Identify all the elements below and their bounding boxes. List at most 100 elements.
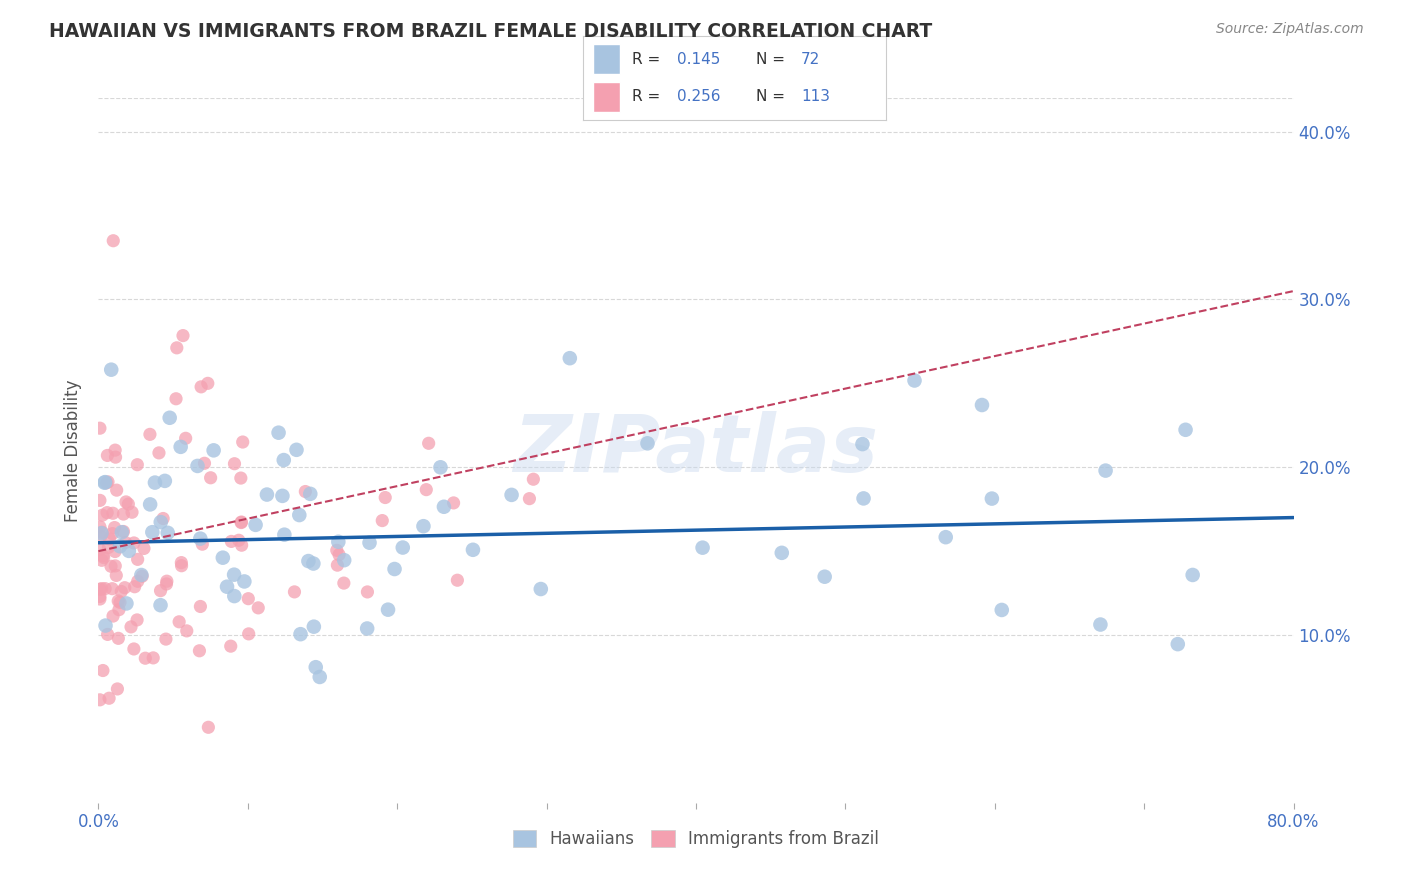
Point (124, 580, 146, 594)
Point (231, 516, 253, 530)
Point (172, 328, 194, 343)
Point (429, 460, 451, 475)
Point (359, 535, 381, 549)
Point (273, 527, 295, 541)
Point (89, 693, 111, 707)
Point (174, 431, 197, 445)
Point (107, 594, 129, 608)
Point (519, 491, 541, 506)
Point (852, 491, 875, 506)
Point (290, 627, 312, 641)
Point (89, 590, 111, 604)
Bar (592, 82, 620, 112)
Point (356, 622, 378, 636)
Point (156, 574, 179, 589)
Text: R =: R = (631, 52, 665, 67)
Text: HAWAIIAN VS IMMIGRANTS FROM BRAZIL FEMALE DISABILITY CORRELATION CHART: HAWAIIAN VS IMMIGRANTS FROM BRAZIL FEMAL… (49, 22, 932, 41)
Point (103, 520, 125, 534)
Point (384, 562, 406, 576)
Point (305, 660, 328, 674)
Point (152, 511, 174, 525)
Point (148, 446, 170, 460)
Text: N =: N = (756, 89, 790, 104)
Point (232, 435, 254, 450)
Point (108, 539, 131, 553)
Point (333, 553, 356, 567)
Point (122, 642, 145, 657)
Point (139, 497, 162, 511)
Point (188, 644, 211, 658)
Point (238, 627, 260, 641)
Point (90, 529, 112, 543)
Point (197, 720, 219, 734)
Point (215, 580, 238, 594)
Point (117, 497, 139, 511)
Point (247, 600, 270, 615)
Point (89, 493, 111, 508)
Point (1094, 464, 1116, 478)
Point (89, 421, 111, 435)
Point (288, 508, 311, 522)
Point (530, 582, 553, 596)
Point (149, 515, 172, 529)
Point (127, 574, 149, 589)
Point (114, 535, 136, 549)
Text: 0.145: 0.145 (678, 52, 720, 67)
Point (224, 457, 246, 471)
Point (224, 589, 246, 603)
Point (107, 632, 129, 646)
Text: 113: 113 (801, 89, 830, 104)
Point (97, 541, 120, 555)
Point (1174, 423, 1197, 437)
Text: 72: 72 (801, 52, 820, 67)
Point (104, 450, 127, 465)
Point (115, 597, 138, 611)
Point (170, 440, 193, 454)
Point (308, 670, 330, 684)
Point (165, 392, 187, 406)
Point (297, 554, 319, 568)
Point (692, 541, 714, 555)
Point (91, 664, 114, 678)
Point (271, 489, 294, 503)
Point (104, 443, 127, 458)
Point (190, 380, 212, 394)
Point (1181, 568, 1204, 582)
Point (127, 458, 149, 472)
Point (120, 620, 142, 634)
Point (96, 449, 118, 463)
Point (356, 585, 378, 599)
Point (139, 427, 162, 442)
Point (558, 351, 581, 366)
Point (374, 491, 396, 505)
Point (193, 456, 215, 470)
Point (170, 556, 193, 570)
Bar (592, 44, 620, 74)
Point (167, 615, 190, 629)
Point (122, 536, 145, 550)
Point (221, 534, 243, 549)
Point (114, 581, 136, 595)
Point (110, 584, 132, 599)
Point (96, 475, 118, 490)
Point (94, 618, 117, 632)
Point (89, 582, 111, 597)
Point (190, 599, 212, 614)
Point (104, 558, 127, 573)
Point (149, 598, 172, 612)
Point (814, 570, 837, 584)
Point (170, 558, 193, 573)
Point (93, 550, 115, 565)
Text: ZIPatlas: ZIPatlas (513, 411, 879, 490)
Point (202, 443, 225, 458)
Point (155, 632, 177, 646)
Point (96, 506, 118, 520)
Text: 0.256: 0.256 (678, 89, 721, 104)
Point (391, 541, 413, 555)
Point (98, 691, 121, 706)
Point (90, 582, 112, 596)
Point (108, 603, 131, 617)
Point (94, 582, 117, 596)
Point (125, 613, 148, 627)
Point (142, 651, 165, 665)
